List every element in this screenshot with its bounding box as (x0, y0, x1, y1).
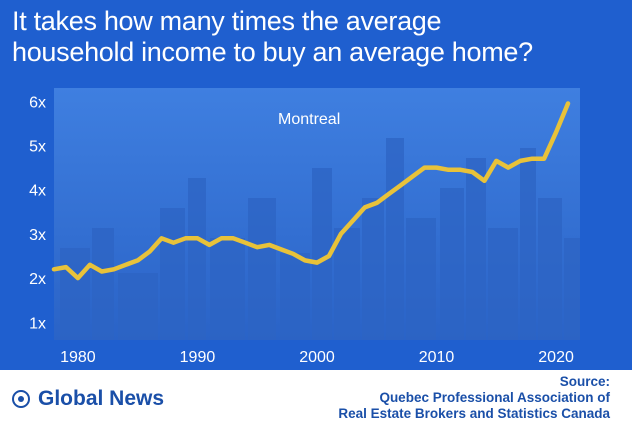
line-chart: 1x 2x 3x 4x 5x 6x 1980 1990 2000 2010 2020 Montre… (29, 88, 580, 366)
skyline-building (92, 228, 114, 340)
skyline-building (312, 168, 332, 340)
skyline-building (60, 248, 90, 340)
title-line-1: It takes how many times the average (12, 6, 442, 36)
y-tick-label: 1x (29, 315, 46, 332)
x-tick-label: 2010 (419, 349, 455, 366)
source-heading: Source: (559, 374, 610, 389)
skyline-building (386, 138, 404, 340)
brand-name: Global News (38, 387, 165, 410)
x-tick-label: 1980 (60, 349, 96, 366)
source-credit: Source: Quebec Professional Association … (338, 374, 610, 422)
y-tick-label: 4x (29, 183, 46, 200)
x-axis-labels: 1980 1990 2000 2010 2020 (60, 349, 574, 366)
y-tick-label: 6x (29, 94, 46, 111)
footer: Global News Source: Quebec Professional … (0, 370, 632, 426)
skyline-building (520, 148, 536, 340)
skyline-building (488, 228, 518, 340)
y-tick-label: 3x (29, 227, 46, 244)
skyline-building (538, 198, 562, 340)
title-line-2: household income to buy an average home? (12, 37, 533, 67)
skyline-building (362, 198, 384, 340)
series-line-montreal (51, 101, 571, 281)
skyline-building (280, 253, 310, 340)
skyline-building (406, 218, 436, 340)
chart-title: It takes how many times the average hous… (12, 6, 622, 68)
skyline-building (248, 198, 276, 340)
y-tick-label: 2x (29, 271, 46, 288)
x-tick-label: 1990 (180, 349, 216, 366)
brand: Global News (12, 386, 164, 412)
series-label-montreal: Montreal (278, 111, 340, 128)
y-axis-labels: 1x 2x 3x 4x 5x 6x (29, 94, 46, 332)
skyline-building (440, 188, 464, 340)
skyline-building (118, 273, 158, 340)
x-tick-label: 2000 (299, 349, 335, 366)
source-line-1: Quebec Professional Association of (379, 390, 610, 405)
y-tick-label: 5x (29, 138, 46, 155)
skyline-building (210, 238, 245, 340)
skyline-building (188, 178, 206, 340)
city-skyline (60, 138, 580, 340)
skyline-building (564, 238, 580, 340)
skyline-building (160, 208, 185, 340)
skyline-building (334, 228, 360, 340)
skyline-building (466, 158, 486, 340)
source-line-2: Real Estate Brokers and Statistics Canad… (338, 406, 610, 421)
x-tick-label: 2020 (538, 349, 574, 366)
global-news-logo-icon (12, 390, 30, 408)
